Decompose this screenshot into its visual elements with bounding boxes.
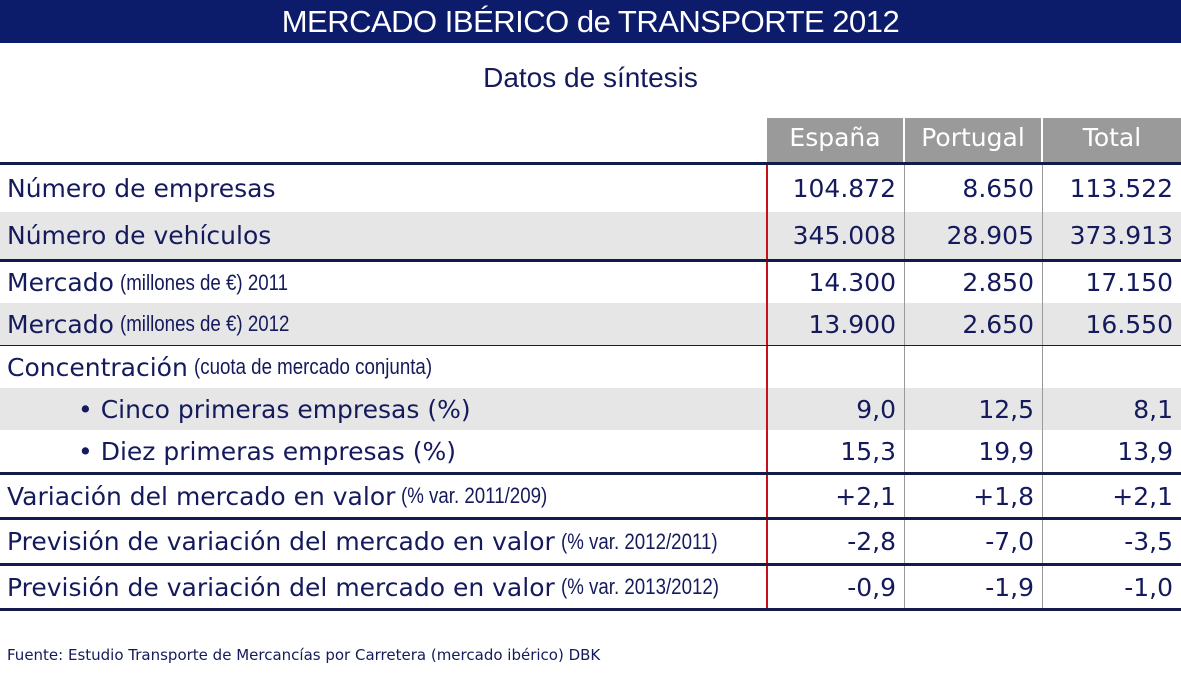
row-label-note: (cuota de mercado conjunta) bbox=[193, 354, 432, 379]
row-label: Número de vehículos bbox=[0, 212, 766, 259]
row-label-note: (millones de €) 2012 bbox=[119, 311, 290, 336]
row-label-text: Concentración bbox=[7, 352, 188, 382]
table-row: Mercado (millones de €) 2011 14.300 2.850 17… bbox=[0, 259, 1181, 303]
column-header-total: Total bbox=[1043, 118, 1181, 162]
cell-espana: 104.872 bbox=[766, 165, 904, 212]
cell-portugal: 19,9 bbox=[904, 430, 1042, 472]
row-label: Concentración (cuota de mercado conjunta) bbox=[0, 346, 766, 388]
row-label-text: Previsión de variación del mercado en va… bbox=[7, 527, 555, 556]
cell-portugal: -7,0 bbox=[904, 520, 1042, 563]
cell-espana bbox=[766, 346, 904, 388]
cell-portugal: 8.650 bbox=[904, 165, 1042, 212]
cell-total: 373.913 bbox=[1042, 212, 1181, 259]
row-label: Mercado (millones de €) 2012 bbox=[0, 303, 766, 345]
row-label-text: Mercado bbox=[7, 309, 114, 339]
cell-portugal: -1,9 bbox=[904, 566, 1042, 608]
table-row: • Diez primeras empresas (%) 15,3 19,9 13,9 bbox=[0, 430, 1181, 472]
row-label-text: Número de vehículos bbox=[7, 221, 272, 250]
row-label: Variación del mercado en valor (% var. 20… bbox=[0, 475, 766, 517]
row-label: Previsión de variación del mercado en va… bbox=[0, 520, 766, 563]
cell-portugal: 2.650 bbox=[904, 303, 1042, 345]
row-label: Número de empresas bbox=[0, 165, 766, 212]
row-label-text: Variación del mercado en valor bbox=[7, 481, 396, 511]
row-label-note: (% var. 2013/2012) bbox=[560, 574, 719, 599]
row-label-text: • Cinco primeras empresas (%) bbox=[78, 394, 471, 424]
cell-portugal bbox=[904, 346, 1042, 388]
row-label-text: • Diez primeras empresas (%) bbox=[78, 436, 457, 466]
cell-total: 17.150 bbox=[1042, 262, 1181, 303]
cell-total: -1,0 bbox=[1042, 566, 1181, 608]
cell-portugal: 12,5 bbox=[904, 388, 1042, 430]
row-label: Previsión de variación del mercado en va… bbox=[0, 566, 766, 608]
row-label-note: (% var. 2011/209) bbox=[401, 483, 548, 508]
data-table: Número de empresas 104.872 8.650 113.522 Núm… bbox=[0, 162, 1181, 608]
cell-portugal: 28.905 bbox=[904, 212, 1042, 259]
column-header-espana: España bbox=[767, 118, 903, 162]
cell-espana: +2,1 bbox=[766, 475, 904, 517]
row-label-text: Mercado bbox=[7, 268, 114, 297]
cell-total: -3,5 bbox=[1042, 520, 1181, 563]
cell-espana: 14.300 bbox=[766, 262, 904, 303]
cell-total: 8,1 bbox=[1042, 388, 1181, 430]
table-row: Número de vehículos 345.008 28.905 373.913 bbox=[0, 212, 1181, 259]
source-note: Fuente: Estudio Transporte de Mercancías… bbox=[7, 646, 601, 664]
cell-total: 16.550 bbox=[1042, 303, 1181, 345]
row-label-text: Número de empresas bbox=[7, 174, 276, 203]
row-label: • Diez primeras empresas (%) bbox=[0, 430, 766, 472]
table-bottom-rule bbox=[0, 608, 1181, 611]
table-row: Previsión de variación del mercado en va… bbox=[0, 517, 1181, 563]
cell-espana: 15,3 bbox=[766, 430, 904, 472]
table-row: Concentración (cuota de mercado conjunta) bbox=[0, 345, 1181, 388]
table-row: Variación del mercado en valor (% var. 20… bbox=[0, 472, 1181, 517]
cell-total: 113.522 bbox=[1042, 165, 1181, 212]
table-row: • Cinco primeras empresas (%) 9,0 12,5 8,1 bbox=[0, 388, 1181, 430]
row-label-note: (millones de €) 2011 bbox=[119, 269, 288, 295]
cell-total: 13,9 bbox=[1042, 430, 1181, 472]
cell-total: +2,1 bbox=[1042, 475, 1181, 517]
row-label: Mercado (millones de €) 2011 bbox=[0, 262, 766, 303]
table-row: Previsión de variación del mercado en va… bbox=[0, 563, 1181, 608]
cell-espana: 345.008 bbox=[766, 212, 904, 259]
column-header-portugal: Portugal bbox=[905, 118, 1041, 162]
cell-portugal: +1,8 bbox=[904, 475, 1042, 517]
table-row: Número de empresas 104.872 8.650 113.522 bbox=[0, 162, 1181, 212]
subtitle: Datos de síntesis bbox=[483, 62, 698, 93]
table-row: Mercado (millones de €) 2012 13.900 2.650 16… bbox=[0, 303, 1181, 345]
cell-portugal: 2.850 bbox=[904, 262, 1042, 303]
cell-espana: 13.900 bbox=[766, 303, 904, 345]
row-label-note: (% var. 2012/2011) bbox=[560, 528, 718, 554]
row-label: • Cinco primeras empresas (%) bbox=[0, 388, 766, 430]
cell-espana: -0,9 bbox=[766, 566, 904, 608]
page-title: MERCADO IBÉRICO de TRANSPORTE 2012 bbox=[0, 0, 1181, 43]
cell-espana: -2,8 bbox=[766, 520, 904, 563]
row-label-text: Previsión de variación del mercado en va… bbox=[7, 572, 555, 602]
cell-total bbox=[1042, 346, 1181, 388]
cell-espana: 9,0 bbox=[766, 388, 904, 430]
